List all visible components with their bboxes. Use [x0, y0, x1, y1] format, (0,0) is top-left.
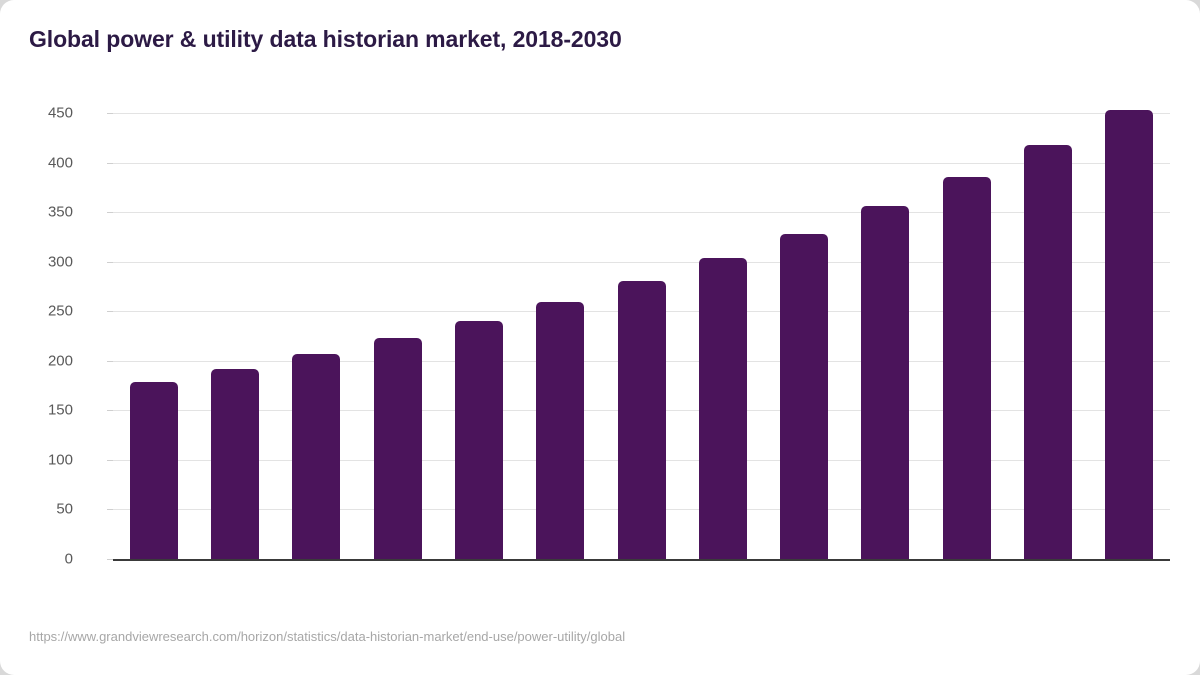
y-axis-tick-mark — [107, 459, 113, 461]
bar[interactable] — [698, 257, 747, 559]
bar[interactable] — [780, 233, 829, 559]
bar[interactable] — [617, 280, 666, 559]
y-axis-tick-label: 400 — [47, 154, 73, 172]
bar[interactable] — [210, 368, 259, 559]
y-axis-tick-mark — [107, 509, 113, 511]
y-axis-tick-mark — [107, 311, 113, 313]
y-axis-tick-label: 350 — [47, 203, 73, 221]
y-axis-tick-mark — [107, 559, 113, 560]
y-axis-tick-label: 450 — [47, 104, 73, 122]
y-axis-tick-mark — [107, 162, 113, 164]
bar[interactable] — [1105, 110, 1154, 559]
source-url[interactable]: https://www.grandviewresearch.com/horizo… — [29, 629, 626, 644]
y-axis-tick-label: 250 — [47, 302, 73, 320]
gridline — [113, 212, 1170, 214]
bar[interactable] — [942, 177, 991, 559]
bar[interactable] — [454, 321, 503, 559]
y-axis-tick-mark — [107, 261, 113, 263]
y-axis-tick-mark — [107, 360, 113, 362]
bar[interactable] — [129, 381, 178, 559]
y-axis-tick-label: 150 — [47, 401, 73, 419]
y-axis-tick-label: 50 — [56, 500, 73, 518]
gridline — [113, 261, 1170, 263]
gridline — [113, 162, 1170, 164]
chart-title: Global power & utility data historian ma… — [29, 26, 622, 52]
y-axis-tick-label: 100 — [47, 451, 73, 469]
bar[interactable] — [861, 206, 910, 559]
bar[interactable] — [373, 337, 422, 559]
x-axis-line — [113, 559, 1170, 561]
y-axis-tick-label: 300 — [47, 253, 73, 271]
y-axis-tick-mark — [107, 113, 113, 114]
bar[interactable] — [292, 353, 341, 559]
bar[interactable] — [536, 302, 585, 559]
y-axis-tick-label: 200 — [47, 352, 73, 370]
bar[interactable] — [1024, 144, 1073, 559]
y-axis-tick-mark — [107, 212, 113, 214]
gridline — [113, 113, 1170, 114]
y-axis-tick-label: 0 — [64, 550, 73, 568]
y-axis-tick-mark — [107, 410, 113, 412]
plot-area: 0501001502002503003504004502018201920202… — [48, 105, 1170, 568]
